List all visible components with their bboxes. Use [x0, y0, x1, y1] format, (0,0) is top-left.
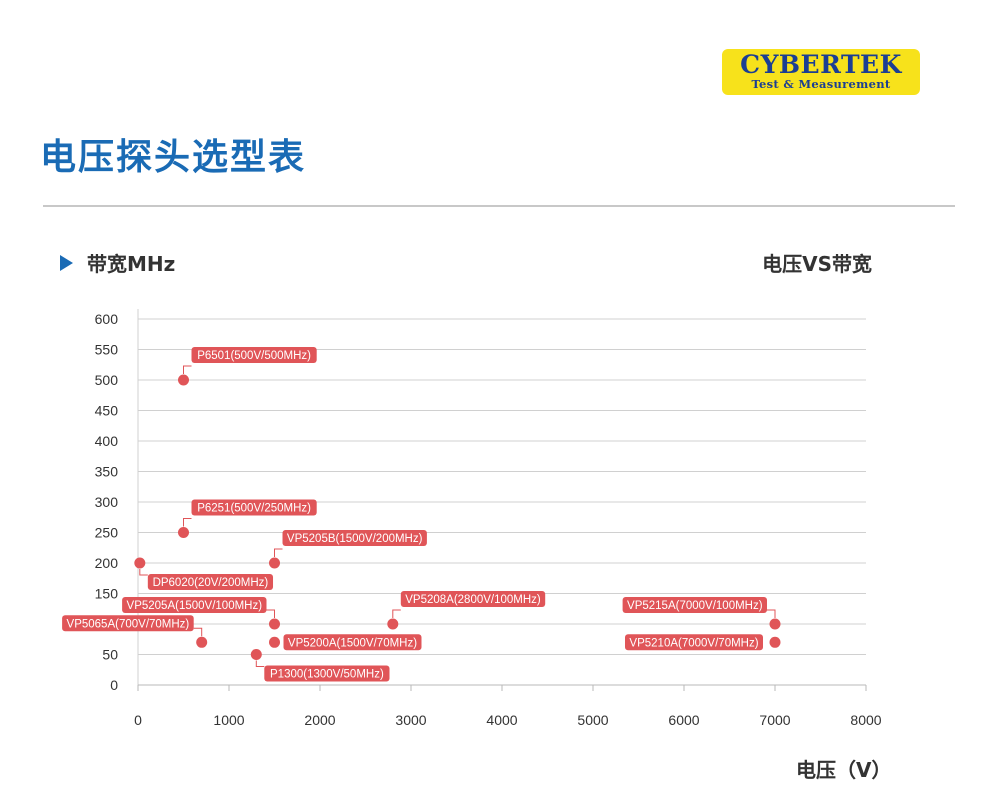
y-tick-label: 600	[95, 311, 119, 327]
data-point	[269, 618, 280, 630]
y-tick-label: 200	[95, 555, 119, 571]
data-label: VP5200A(1500V/70MHz)	[288, 637, 417, 649]
data-label: VP5065A(700V/70MHz)	[67, 618, 190, 630]
y-tick-label: 150	[95, 586, 119, 602]
data-label: VP5215A(7000V/100MHz)	[627, 600, 763, 612]
data-label: VP5205B(1500V/200MHz)	[287, 533, 423, 545]
data-label: VP5208A(2800V/100MHz)	[405, 594, 541, 606]
logo-tagline: Test & Measurement	[751, 77, 891, 91]
callout-box	[283, 634, 422, 651]
data-label: P6501(500V/500MHz)	[197, 350, 311, 362]
page-title: 电压探头选型表	[40, 137, 307, 178]
y-axis-title-group: 带宽MHz	[60, 248, 175, 277]
data-point	[134, 557, 146, 569]
triangle-bullet-icon	[60, 254, 73, 271]
y-tick-label: 450	[95, 403, 119, 419]
data-label: DP6020(20V/200MHz)	[153, 577, 269, 589]
chart-title: 电压VS带宽	[762, 252, 872, 276]
data-point	[387, 618, 399, 630]
callout-box	[625, 634, 763, 651]
callout-leader	[183, 518, 192, 527]
data-point	[196, 636, 208, 648]
y-tick-label: 300	[95, 494, 119, 510]
x-tick-label: 7000	[759, 712, 790, 728]
callout-leader	[274, 548, 283, 557]
callout-box	[122, 597, 267, 613]
data-point	[269, 636, 280, 648]
callout-leader	[392, 609, 401, 618]
callout-box	[147, 574, 274, 590]
title-divider	[43, 205, 955, 207]
x-tick-label: 8000	[850, 712, 881, 728]
x-tick-label: 1000	[213, 712, 244, 728]
callout-leader	[183, 365, 192, 374]
callout-leader	[139, 569, 148, 576]
data-point	[178, 374, 189, 386]
y-tick-label: 250	[95, 525, 119, 541]
callout-box	[191, 499, 317, 516]
callout-leader	[266, 609, 275, 618]
logo-brand-name: CYBERTEK	[740, 50, 902, 79]
y-tick-label: 400	[95, 433, 119, 449]
y-tick-label: 0	[110, 677, 118, 693]
x-axis-title: 电压（V）	[796, 758, 892, 782]
y-tick-label: 350	[95, 464, 119, 480]
cybertek-logo: CYBERTEK Test & Measurement	[722, 49, 920, 95]
x-tick-label: 5000	[577, 712, 608, 728]
y-tick-label: 500	[95, 372, 119, 388]
data-point	[769, 618, 781, 630]
x-tick-label: 3000	[395, 712, 426, 728]
y-axis-title: 带宽MHz	[87, 252, 176, 276]
callout-box	[400, 591, 546, 607]
callout-leader	[193, 627, 203, 637]
callout-box	[62, 615, 194, 632]
x-tick-label: 6000	[668, 712, 699, 728]
data-label: VP5205A(1500V/100MHz)	[127, 600, 263, 612]
callout-box	[191, 347, 317, 363]
data-label: P1300(1300V/50MHz)	[270, 669, 384, 681]
callout-leader	[255, 660, 265, 667]
data-label: P6251(500V/250MHz)	[197, 503, 311, 515]
data-point	[250, 649, 262, 660]
data-point	[178, 527, 189, 538]
callout-box	[282, 530, 427, 546]
callout-leader	[767, 609, 776, 618]
callout-box	[622, 597, 767, 613]
data-point	[769, 636, 781, 648]
x-tick-label: 4000	[486, 712, 517, 728]
y-tick-label: 50	[102, 647, 118, 663]
y-tick-label: 550	[95, 342, 119, 358]
callout-box	[264, 665, 390, 682]
x-tick-label: 2000	[304, 712, 335, 728]
data-label: VP5210A(7000V/70MHz)	[629, 637, 758, 649]
data-point	[269, 557, 280, 569]
x-tick-label: 0	[134, 712, 142, 728]
